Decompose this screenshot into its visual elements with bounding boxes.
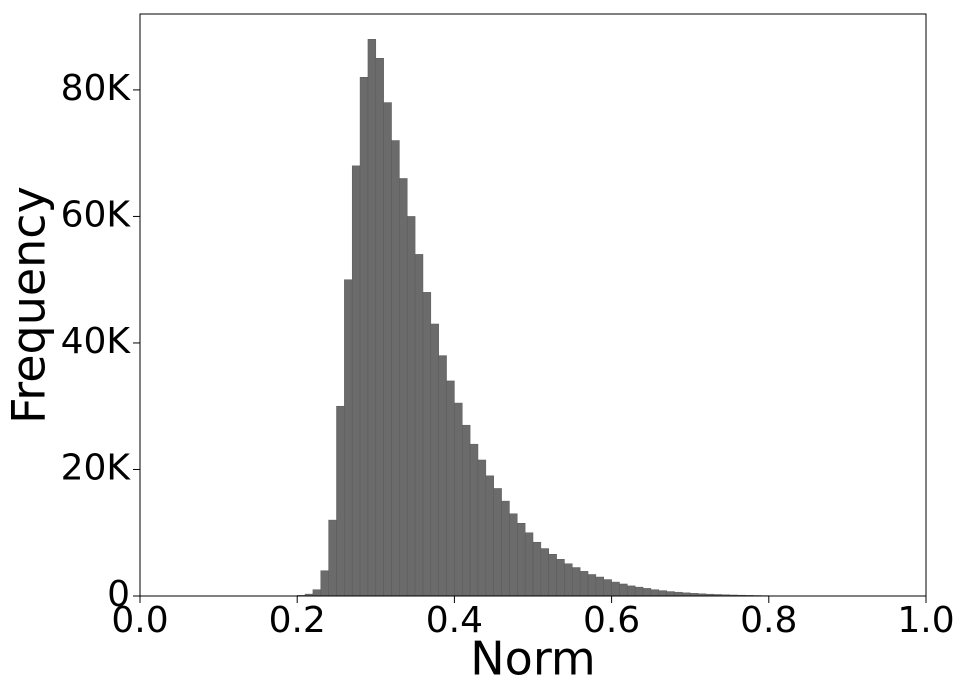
plot-frame [139,13,927,597]
bar [627,585,636,597]
bar [485,475,494,597]
bar [501,500,510,597]
bar [579,571,589,597]
bar [391,140,400,597]
x-tick-label: 0.6 [583,600,640,641]
bar [619,583,628,597]
x-tick-label: 0.2 [269,600,326,641]
bar [320,570,329,597]
bar [658,590,667,597]
bar [595,576,604,597]
y-axis-label: Frequency [2,186,56,424]
bar [540,548,549,597]
y-tick-label: 0 [107,574,130,615]
bar [556,559,565,597]
x-tick-label: 0.4 [426,600,483,641]
bar [367,39,377,597]
bar [642,588,652,597]
bar [406,216,416,597]
bar [422,292,432,597]
bar [328,519,337,597]
bar [650,589,660,597]
bar [454,402,463,597]
bar [674,591,683,597]
x-tick-label: 1.0 [897,600,954,641]
bar [462,424,471,597]
bar [351,165,361,597]
x-tick-label: 0.8 [740,600,797,641]
bar [438,355,447,597]
bar [430,323,439,597]
bar [517,523,526,597]
bar [611,581,620,597]
bar [666,591,675,597]
bar [587,574,597,597]
y-tick-label: 20K [61,447,132,488]
x-axis-label: Norm [470,632,595,686]
bar [469,443,479,597]
bar [312,589,322,597]
y-tick-label: 60K [61,194,132,235]
bar [399,178,408,597]
bar [634,586,644,597]
bar [548,553,557,597]
x-tick-label: 0.0 [111,600,168,641]
bar [375,58,384,597]
bar [383,102,392,597]
bar [359,77,369,597]
bar [532,541,542,597]
bar [477,459,487,597]
bar [572,567,581,597]
bar [509,513,518,597]
bar [414,254,424,597]
y-tick-label: 40K [61,321,132,362]
bar [446,380,455,597]
bar [603,579,612,597]
bar [493,488,502,597]
bar [344,279,353,597]
bar [564,563,573,597]
y-tick-label: 80K [61,68,132,109]
bar [524,532,534,597]
bar [336,405,345,597]
